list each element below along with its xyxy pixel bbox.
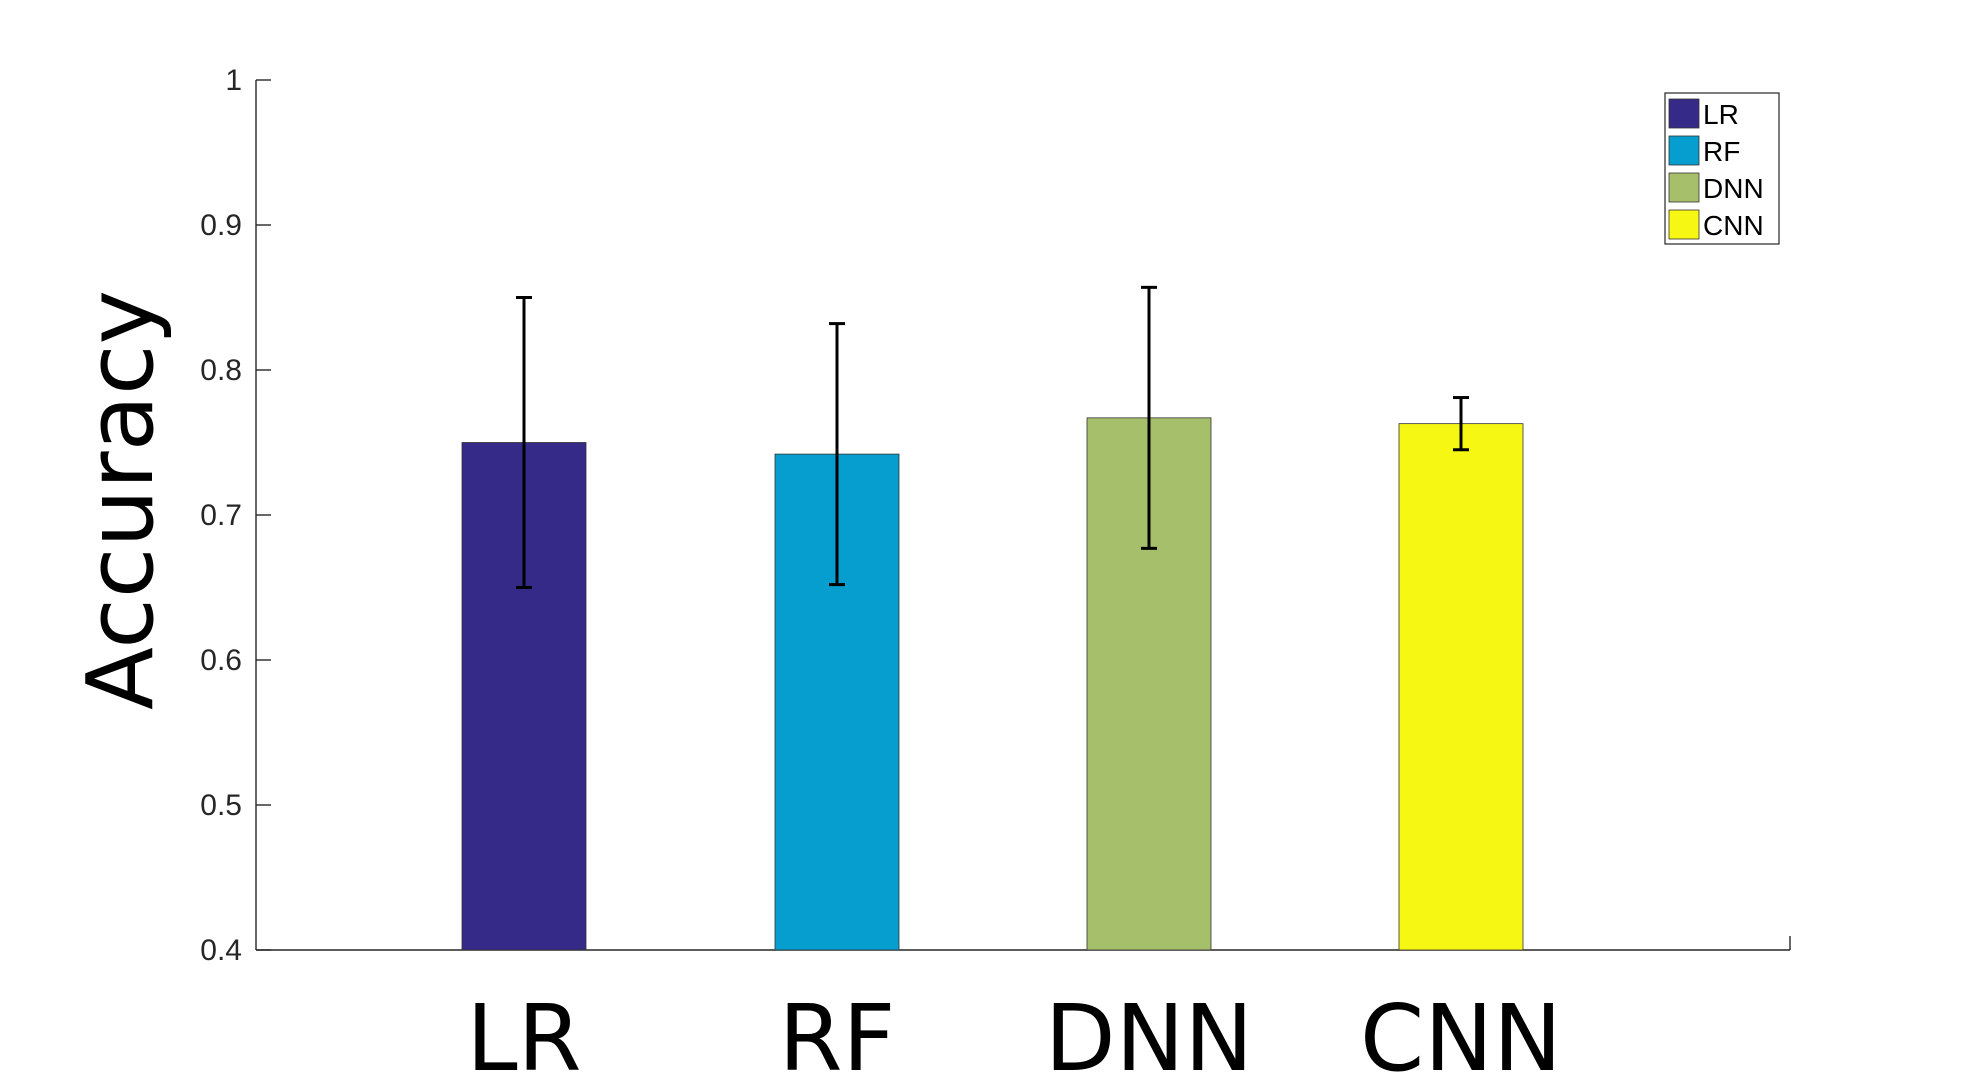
legend-swatch [1668,209,1700,240]
y-tick-label: 0.5 [200,789,242,822]
y-tick-label: 0.9 [200,209,242,242]
x-category-label-dnn: DNN [1045,985,1253,1078]
error-bar-lr [516,296,532,589]
y-axis-ticks: 0.4 0.5 0.6 0.7 0.8 0.9 1 [200,64,271,967]
error-bar-rf [829,322,845,587]
x-category-label-rf: RF [779,985,896,1078]
legend-swatch [1668,98,1700,129]
x-axis-category-labels: LR RF DNN CNN [466,985,1562,1078]
legend-label: LR [1703,99,1739,130]
y-tick-label: 0.7 [200,499,242,532]
legend-item-dnn: DNN [1668,172,1764,204]
error-bars [516,285,1469,589]
error-bar-dnn [1141,285,1157,550]
x-category-label-lr: LR [466,985,581,1078]
bar-cnn [1398,423,1524,951]
legend-item-cnn: CNN [1668,209,1764,241]
bars [461,417,1524,951]
legend-swatch [1668,172,1700,203]
legend-label: RF [1703,136,1740,167]
error-bar-cnn [1453,396,1469,452]
y-tick-label: 1 [225,64,242,97]
legend-item-rf: RF [1668,135,1740,167]
y-tick-label: 0.6 [200,644,242,677]
y-axis-title: Accuracy [67,290,174,710]
legend-item-lr: LR [1668,98,1739,130]
y-tick-label: 0.4 [200,934,242,967]
x-category-label-cnn: CNN [1360,985,1562,1078]
y-tick-label: 0.8 [200,354,242,387]
legend-label: CNN [1703,210,1764,241]
legend-swatch [1668,135,1700,166]
legend-label: DNN [1703,173,1764,204]
legend: LR RF DNN CNN [1664,92,1780,245]
